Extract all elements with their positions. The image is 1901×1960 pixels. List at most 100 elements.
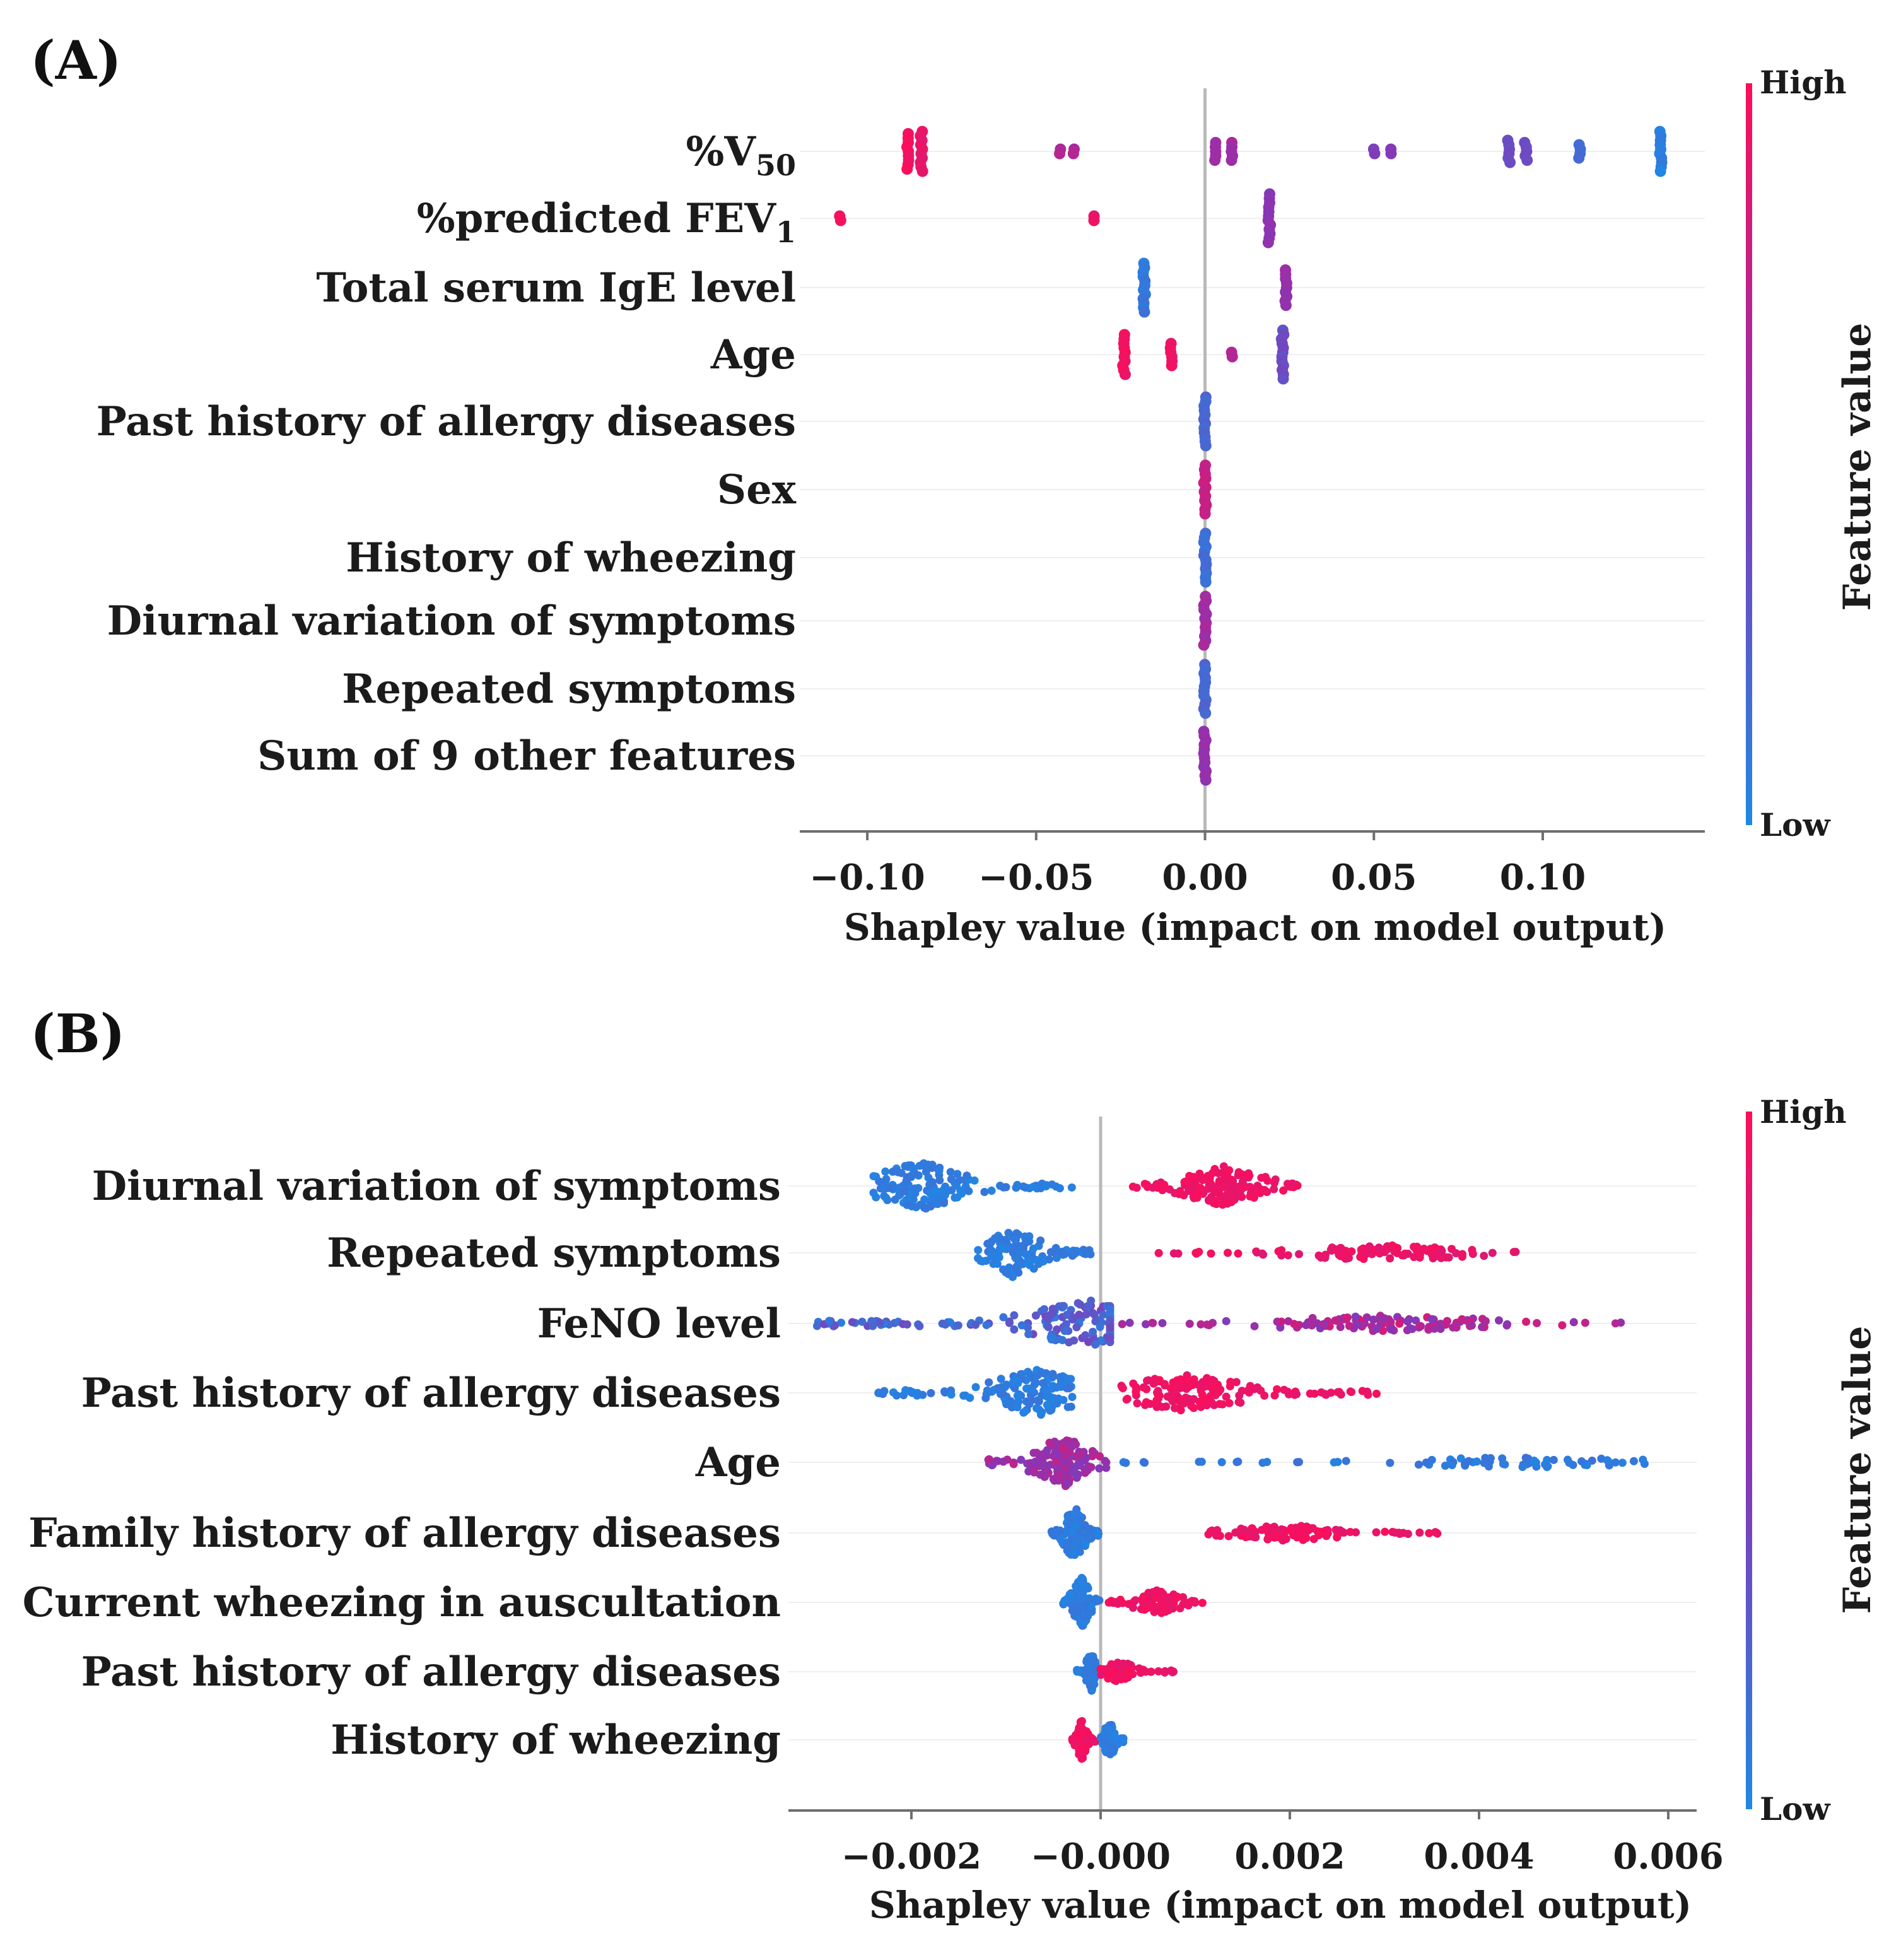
shap-point xyxy=(1101,1457,1109,1465)
shap-point xyxy=(921,1168,930,1177)
shap-point xyxy=(1467,1321,1476,1330)
shap-point xyxy=(1162,1402,1171,1411)
shap-point xyxy=(1170,1404,1179,1412)
shap-point xyxy=(1200,707,1212,719)
shap-point xyxy=(1173,1592,1182,1601)
shap-point xyxy=(1415,1529,1424,1537)
shap-point xyxy=(1277,1317,1286,1326)
shap-point xyxy=(987,1186,996,1195)
shap-point xyxy=(1321,1390,1330,1399)
shap-point xyxy=(901,1386,910,1395)
shap-point xyxy=(1481,1317,1490,1325)
shap-point xyxy=(1218,1400,1227,1409)
panel-b: (B) Diurnal variation of symptoms Repeate… xyxy=(23,1002,1880,1927)
shap-point xyxy=(1184,1179,1193,1188)
shap-point xyxy=(1145,1603,1154,1612)
shap-point xyxy=(1316,1324,1325,1333)
shap-point xyxy=(1198,1176,1207,1185)
shap-point xyxy=(1173,1380,1181,1388)
feature-label: Past history of allergy diseases xyxy=(81,1648,781,1696)
shap-point xyxy=(1241,1533,1250,1542)
shap-point xyxy=(1010,1325,1019,1334)
feature-label: Age xyxy=(710,331,796,379)
shap-point xyxy=(1345,1253,1354,1262)
shap-point xyxy=(1403,1317,1412,1326)
shap-point xyxy=(932,1187,941,1195)
panel-a-colorbar-low: Low xyxy=(1760,806,1832,843)
shap-point xyxy=(954,1321,962,1330)
shap-point xyxy=(997,1375,1005,1383)
shap-point xyxy=(1359,1255,1368,1264)
shap-point xyxy=(1025,1384,1034,1393)
shap-point xyxy=(889,1167,898,1176)
shap-point xyxy=(1225,1399,1234,1407)
shap-point xyxy=(1067,1375,1075,1383)
shap-point xyxy=(1460,1460,1469,1469)
shap-point xyxy=(955,1176,964,1185)
shap-point xyxy=(1065,1512,1073,1521)
shap-point xyxy=(1118,1384,1127,1393)
shap-point xyxy=(1067,1183,1076,1192)
shap-point xyxy=(1067,1402,1075,1411)
shap-point xyxy=(1293,1458,1302,1467)
x-tick-label: −0.000 xyxy=(1031,1836,1171,1877)
shap-point xyxy=(1203,1375,1212,1384)
shap-point xyxy=(993,1457,1002,1465)
shap-point xyxy=(1013,1392,1022,1400)
shap-point xyxy=(1200,576,1212,588)
shap-point xyxy=(1232,1378,1241,1387)
shap-point xyxy=(928,1163,937,1172)
shap-point xyxy=(1253,1188,1262,1197)
shap-point xyxy=(971,1320,980,1329)
shap-point xyxy=(1068,1392,1077,1401)
shap-point xyxy=(1160,1180,1169,1189)
shap-point xyxy=(1200,774,1212,786)
shap-point xyxy=(1222,1317,1231,1325)
shap-point xyxy=(1167,1667,1176,1675)
shap-point xyxy=(1422,1458,1430,1467)
shap-point xyxy=(1427,1315,1436,1323)
shap-point xyxy=(1331,1316,1340,1325)
shap-point xyxy=(1226,351,1238,363)
shap-point xyxy=(1251,1533,1260,1542)
shap-point xyxy=(1081,1735,1090,1744)
shap-point xyxy=(1143,1376,1152,1385)
shap-point xyxy=(1212,1196,1220,1205)
panel-b-gridlines xyxy=(788,1185,1697,1740)
shap-point xyxy=(1012,1183,1021,1192)
shap-point xyxy=(1043,1446,1051,1455)
shap-point xyxy=(1003,1267,1012,1276)
shap-point xyxy=(1039,1257,1048,1265)
shap-point xyxy=(1081,1331,1090,1340)
shap-point xyxy=(1270,1185,1278,1194)
shap-point xyxy=(1158,1318,1167,1327)
shap-point xyxy=(1190,1395,1198,1404)
shap-point xyxy=(1452,1323,1461,1332)
shap-point xyxy=(1452,1249,1461,1258)
shap-point xyxy=(946,1168,955,1177)
shap-point xyxy=(1154,1667,1163,1675)
shap-point xyxy=(1043,1392,1051,1401)
shap-point xyxy=(1062,1479,1071,1488)
shap-point xyxy=(1484,1462,1493,1471)
shap-point xyxy=(1209,155,1221,166)
shap-point xyxy=(1087,1526,1096,1535)
shap-point xyxy=(1185,1319,1194,1328)
shap-point xyxy=(1309,1535,1318,1544)
shap-point xyxy=(1511,1247,1520,1256)
shap-point xyxy=(1024,1330,1033,1339)
shap-point xyxy=(1488,1248,1497,1257)
x-tick-label: 0.004 xyxy=(1424,1836,1534,1877)
shap-point xyxy=(1380,1314,1389,1323)
shap-point xyxy=(1228,1175,1237,1184)
shap-point xyxy=(1654,165,1666,177)
shap-point xyxy=(1073,1667,1082,1676)
shap-point xyxy=(1205,1180,1214,1189)
shap-point xyxy=(1010,1311,1019,1320)
shap-point xyxy=(1073,1607,1082,1616)
shap-point xyxy=(1084,1248,1092,1257)
feature-label: Total serum IgE level xyxy=(316,264,796,312)
shap-point xyxy=(1279,1186,1288,1195)
shap-point xyxy=(1129,1379,1138,1388)
